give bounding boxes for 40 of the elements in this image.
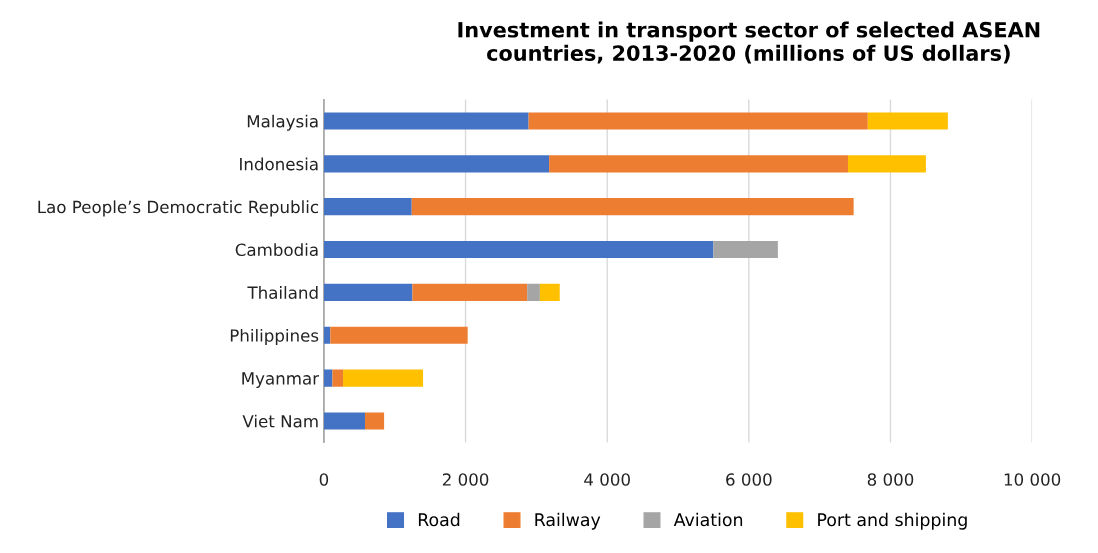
bar xyxy=(528,112,868,130)
bar xyxy=(332,369,344,387)
bar xyxy=(539,283,560,301)
x-tick-label: 6 000 xyxy=(726,473,772,486)
y-tick-label: Viet Nam xyxy=(242,414,318,428)
bar xyxy=(323,155,550,173)
bar xyxy=(411,198,854,216)
x-tick-label: 8 000 xyxy=(867,473,914,486)
chart-title: Investment in transport sector of selected ASEAN countries, 2013-2020 (millions of US dollars) xyxy=(458,21,1040,64)
legend-label: Port and shipping xyxy=(818,512,967,530)
bar xyxy=(867,112,948,130)
x-tick-label: 0 xyxy=(319,473,329,486)
bar xyxy=(847,155,926,173)
y-tick-label: Myanmar xyxy=(242,372,320,388)
y-tick-label: Lao People’s Democratic Republic xyxy=(38,200,319,217)
bar xyxy=(412,283,528,301)
legend-label: Aviation xyxy=(673,512,743,527)
x-tick-label: 10 000 xyxy=(1004,473,1061,486)
y-tick-label: Cambodia xyxy=(235,243,318,257)
x-tick-label: 4 000 xyxy=(584,473,630,486)
bar xyxy=(323,326,331,344)
bar xyxy=(549,155,848,173)
bar xyxy=(323,283,413,301)
bar xyxy=(323,198,412,216)
bar xyxy=(343,369,424,387)
bar xyxy=(323,240,714,259)
bar xyxy=(330,326,468,344)
bar xyxy=(527,283,540,301)
bar xyxy=(713,240,778,259)
x-tick-label: 2 000 xyxy=(442,473,489,486)
bar xyxy=(323,369,333,387)
y-tick-label: Malaysia xyxy=(247,114,318,131)
bar xyxy=(323,112,529,130)
bar xyxy=(323,412,365,430)
legend-label: Road xyxy=(418,512,460,527)
bar xyxy=(364,412,385,430)
legend-label: Railway xyxy=(535,512,601,530)
y-tick-label: Philippines xyxy=(230,328,319,346)
y-tick-label: Indonesia xyxy=(240,157,318,171)
y-tick-label: Thailand xyxy=(247,286,318,299)
